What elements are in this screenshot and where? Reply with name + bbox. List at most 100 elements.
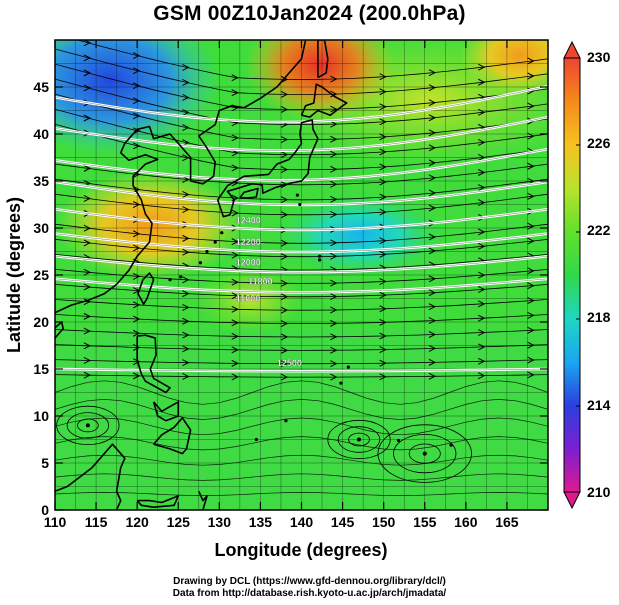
- wind-arrow: [83, 312, 91, 320]
- wind-arrow: [132, 301, 141, 309]
- wind-arrow: [83, 114, 91, 122]
- streamline: [55, 238, 548, 258]
- island-dot: [317, 254, 322, 258]
- credit-dcl: Drawing by DCL (https://www.gfd-dennou.o…: [173, 576, 446, 587]
- wind-arrow: [280, 239, 289, 247]
- wind-arrow: [132, 170, 141, 178]
- credits: Drawing by DCL (https://www.gfd-dennou.o…: [0, 576, 619, 600]
- wind-arrow: [132, 186, 141, 193]
- streamline: [55, 268, 548, 284]
- wind-arrow: [527, 237, 535, 245]
- x-tick-label: 150: [372, 514, 396, 530]
- colorbar-label-214: 214: [587, 397, 611, 413]
- map-title: GSM 00Z10Jan2024 (200.0hPa): [153, 2, 466, 25]
- wind-arrow: [182, 373, 190, 380]
- wind-arrow: [527, 311, 535, 319]
- wind-arrow: [182, 206, 190, 213]
- coast-mindanao: [152, 417, 192, 455]
- streamline: [55, 63, 548, 111]
- wind-arrow: [428, 114, 437, 122]
- wind-arrow: [182, 317, 190, 325]
- wind-arrow: [231, 179, 239, 187]
- wind-arrow: [379, 318, 387, 326]
- island-dot: [205, 249, 209, 254]
- wind-arrow: [83, 268, 91, 276]
- wind-arrow: [379, 237, 387, 245]
- wind-arrow: [280, 105, 289, 113]
- wind-arrow: [379, 178, 387, 186]
- streamline: [55, 359, 548, 365]
- x-tick-label: 130: [208, 514, 232, 530]
- wind-arrow: [231, 89, 239, 97]
- island-dot: [168, 278, 172, 282]
- field-orange-w: [55, 170, 245, 280]
- wind-arrow: [428, 344, 437, 352]
- island-dot: [449, 443, 453, 447]
- vortex-ring: [56, 405, 120, 445]
- height-contour-edge: [55, 255, 548, 273]
- height-contour-edge: [55, 208, 548, 231]
- credit-data: Data from http://database.rish.kyoto-u.a…: [172, 588, 447, 599]
- wind-arrow: [132, 358, 141, 366]
- wind-arrow: [83, 164, 91, 172]
- wind-arrow: [132, 244, 141, 252]
- wind-arrow: [83, 84, 91, 92]
- wind-arrow: [478, 78, 486, 86]
- wind-arrow: [330, 373, 338, 381]
- axis-ticks: [54, 40, 548, 511]
- colorbar: 230 226 222 218 214 210: [563, 40, 611, 510]
- wind-arrow: [330, 135, 338, 143]
- wind-arrow: [379, 278, 387, 285]
- wind-arrow: [379, 291, 387, 299]
- wind-arrow: [478, 242, 486, 250]
- wind-arrow: [231, 292, 239, 300]
- wind-arrow: [478, 314, 486, 322]
- wind-arrow: [527, 297, 535, 305]
- wind-arrow: [231, 134, 239, 142]
- wind-arrow: [527, 162, 535, 170]
- coast-hainan: [55, 321, 65, 339]
- y-tick-labels: 0 5 10 15 20 25 30 35 40 45: [33, 79, 49, 518]
- wind-arrow: [231, 164, 239, 172]
- wind-arrow: [428, 275, 437, 283]
- streamline: [55, 163, 548, 186]
- wind-arrow: [132, 344, 141, 351]
- colorbar-bottom-arrow: [563, 491, 581, 510]
- wind-arrow: [428, 84, 437, 92]
- wind-arrow: [182, 276, 190, 284]
- colorbar-label-230: 230: [587, 49, 611, 65]
- wind-arrow: [478, 108, 486, 116]
- wind-arrow: [231, 278, 239, 286]
- wind-arrow: [83, 54, 91, 62]
- wind-arrow: [280, 136, 289, 143]
- wind-arrow: [132, 329, 141, 337]
- coast-taiwan: [137, 272, 155, 305]
- x-tick-label: 140: [290, 514, 314, 530]
- wind-arrow: [182, 290, 190, 298]
- vortex-center: [422, 451, 427, 456]
- wind-arrow: [527, 371, 535, 379]
- wind-arrow: [478, 329, 486, 336]
- wind-arrow: [330, 293, 338, 300]
- wind-arrow: [428, 317, 437, 325]
- streamline-tropical: [55, 436, 548, 451]
- wind-arrow: [330, 105, 338, 113]
- wind-arrow: [330, 279, 338, 287]
- vortex-ring: [408, 443, 441, 464]
- wind-arrow: [182, 234, 190, 242]
- wind-arrow: [478, 300, 486, 308]
- wind-arrow: [83, 357, 91, 364]
- wind-arrow: [83, 69, 91, 77]
- wind-arrow: [83, 239, 91, 247]
- wind-arrow: [428, 303, 437, 311]
- wind-arrow: [132, 67, 141, 75]
- wind-arrow: [428, 129, 437, 137]
- island-dot: [198, 261, 203, 265]
- contour-label: 12200: [236, 237, 261, 247]
- wind-arrow: [231, 238, 239, 246]
- wind-arrow: [182, 154, 190, 162]
- wind-arrow: [83, 298, 91, 306]
- wind-arrow: [527, 356, 535, 364]
- wind-arrow: [428, 358, 437, 366]
- x-tick-label: 135: [249, 514, 273, 530]
